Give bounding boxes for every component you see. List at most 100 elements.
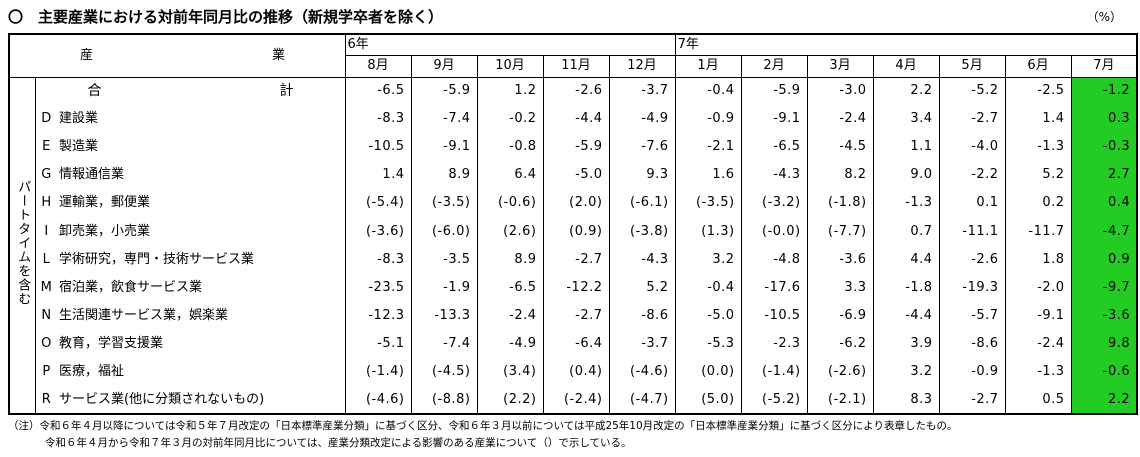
note-line-1: （注）令和６年４月以降については令和５年７月改定の「日本標準産業分類」に基づく区… — [8, 420, 958, 432]
header-month: 12月 — [608, 54, 676, 78]
value-cell: -13.3 — [410, 301, 478, 330]
value-cell: -4.5 — [806, 133, 874, 162]
value-cell: (0.0) — [674, 357, 742, 387]
row-code: P — [34, 357, 57, 387]
header-month: 2月 — [740, 54, 808, 78]
row-code: O — [34, 329, 57, 358]
value-cell: 9.0 — [872, 161, 940, 190]
value-cell: -2.5 — [1004, 76, 1072, 106]
row-name: 情報通信業 — [57, 161, 346, 190]
value-cell: -1.2 — [1070, 76, 1138, 106]
value-cell: 3.2 — [674, 245, 742, 274]
side-label-text: パートタイムを含む — [15, 179, 31, 306]
value-cell: (-0.6) — [476, 189, 544, 218]
header-month: 4月 — [872, 54, 940, 78]
header-industry: 産 業 — [8, 33, 346, 78]
value-cell: -4.3 — [740, 161, 808, 190]
value-cell: (5.0) — [674, 386, 742, 415]
value-cell: -0.3 — [1070, 133, 1138, 162]
header-month: 5月 — [938, 54, 1006, 78]
table-row: H 運輸業，郵便業 (-5.4) (-3.5) (-0.6) (2.0) (-6.1) (-3… — [9, 189, 1138, 218]
header-month: 10月 — [476, 54, 544, 78]
header-month: 7月 — [1070, 54, 1138, 78]
value-cell: -4.0 — [938, 133, 1006, 162]
value-cell: -12.3 — [344, 301, 412, 330]
value-cell: (-4.6) — [344, 386, 412, 415]
value-cell: 0.7 — [872, 217, 940, 246]
value-cell: -0.9 — [674, 105, 742, 134]
value-cell: -7.4 — [410, 105, 478, 134]
value-cell: (-5.2) — [740, 386, 808, 415]
header-month: 11月 — [542, 54, 610, 78]
value-cell: -3.0 — [806, 76, 874, 106]
value-cell: -8.6 — [938, 329, 1006, 358]
value-cell: -5.2 — [938, 76, 1006, 106]
value-cell: -4.9 — [476, 329, 544, 358]
value-cell: -4.3 — [608, 245, 676, 274]
value-cell: (-5.4) — [344, 189, 412, 218]
note-line-2: 令和６年４月から令和７年３月の対前年同月比については、産業分類改定による影響のあ… — [45, 437, 632, 449]
header-month: 1月 — [674, 54, 742, 78]
table-row: M 宿泊業，飲食サービス業 -23.5 -1.9 -6.5 -12.2 5.2 -0.4 -17… — [9, 273, 1138, 302]
value-cell: -2.4 — [1004, 329, 1072, 358]
value-cell: -2.6 — [542, 76, 610, 106]
value-cell: 1.4 — [1004, 105, 1072, 134]
value-cell: 0.4 — [1070, 189, 1138, 218]
value-cell: -4.4 — [872, 301, 940, 330]
table-row: D 建設業 -8.3 -7.4 -0.2 -4.4 -4.9 -0.9 -9.1 -2.4 3.4-… — [9, 105, 1138, 134]
page-title: 〇 主要産業における対前年同月比の推移（新規学卒者を除く） — [8, 8, 444, 26]
value-cell: (2.6) — [476, 217, 544, 246]
value-cell: 1.1 — [872, 133, 940, 162]
value-cell: -0.4 — [674, 76, 742, 106]
value-cell: -4.7 — [1070, 217, 1138, 246]
value-cell: -9.7 — [1070, 273, 1138, 302]
value-cell: -0.8 — [476, 133, 544, 162]
row-name-total: 合計 — [34, 76, 346, 106]
value-cell: 2.7 — [1070, 161, 1138, 190]
value-cell: (0.4) — [542, 357, 610, 387]
value-cell: -2.7 — [542, 301, 610, 330]
unit-label: （%） — [1086, 10, 1122, 24]
value-cell: -0.6 — [1070, 357, 1138, 387]
value-cell: 0.2 — [1004, 189, 1072, 218]
value-cell: (-7.7) — [806, 217, 874, 246]
value-cell: (-4.7) — [608, 386, 676, 415]
value-cell: -4.4 — [542, 105, 610, 134]
row-name: 製造業 — [57, 133, 346, 162]
value-cell: -0.9 — [938, 357, 1006, 387]
table-row: G 情報通信業 1.4 8.9 6.4 -5.0 9.3 1.6 -4.3 8.2 9.0 -2.2 5… — [9, 161, 1138, 190]
value-cell: (0.9) — [542, 217, 610, 246]
value-cell: (-3.5) — [674, 189, 742, 218]
value-cell: (2.2) — [476, 386, 544, 415]
value-cell: -6.5 — [344, 76, 412, 106]
value-cell: -2.0 — [1004, 273, 1072, 302]
value-cell: -12.2 — [542, 273, 610, 302]
value-cell: -17.6 — [740, 273, 808, 302]
value-cell: -6.5 — [740, 133, 808, 162]
value-cell: -10.5 — [740, 301, 808, 330]
header-year-row: 産 業 6年 7年 — [8, 33, 1138, 78]
value-cell: -2.7 — [938, 105, 1006, 134]
row-name: 学術研究，専門・技術サービス業 — [57, 245, 346, 274]
title-row: 〇 主要産業における対前年同月比の推移（新規学卒者を除く） （%） — [8, 6, 1132, 28]
value-cell: (-0.0) — [740, 217, 808, 246]
value-cell: 9.3 — [608, 161, 676, 190]
value-cell: 3.9 — [872, 329, 940, 358]
value-cell: -5.3 — [674, 329, 742, 358]
table-body: パートタイムを含む合計 -6.5 -5.9 1.2 -2.6 -3.7 -0.4 -5.9 -3… — [8, 76, 1138, 415]
value-cell: (1.3) — [674, 217, 742, 246]
table-row: R サービス業(他に分類されないもの) (-4.6) (-8.8) (2.2) (-2.4… — [9, 386, 1138, 415]
value-cell: 6.4 — [476, 161, 544, 190]
row-name: 宿泊業，飲食サービス業 — [57, 273, 346, 302]
value-cell: -8.6 — [608, 301, 676, 330]
row-name: 卸売業，小売業 — [57, 217, 346, 246]
value-cell: 8.9 — [410, 161, 478, 190]
value-cell: -2.3 — [740, 329, 808, 358]
value-cell: -1.3 — [1004, 133, 1072, 162]
value-cell: -11.1 — [938, 217, 1006, 246]
row-code: M — [34, 273, 57, 302]
data-table: 産 業 6年 7年 8月 9月 10月 11月 12月 1月 2月 3月 4月 5月 6月 7月 パー… — [8, 33, 1139, 416]
header-month: 8月 — [344, 54, 412, 78]
value-cell: 0.9 — [1070, 245, 1138, 274]
row-code: H — [34, 189, 57, 218]
